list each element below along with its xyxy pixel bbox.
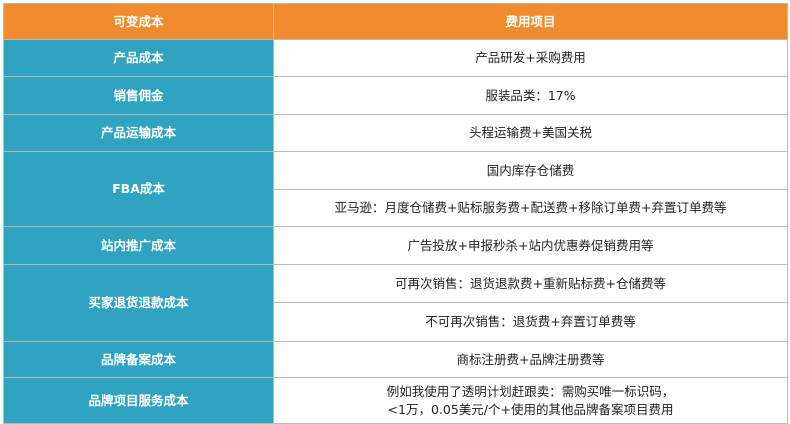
table-row: 产品成本 产品研发+采购费用 [3, 39, 788, 77]
cost-item-line: <1万，0.05美元/个+使用的其他品牌备案项目费用 [387, 401, 674, 417]
cost-item: 广告投放+申报秒杀+站内优惠券促销费用等 [273, 226, 788, 265]
header-variable-cost: 可变成本 [3, 3, 274, 40]
cost-item: 商标注册费+品牌注册费等 [273, 341, 788, 378]
cost-item: 产品研发+采购费用 [273, 39, 788, 77]
category-onsite-promotion-cost: 站内推广成本 [3, 226, 274, 265]
category-sales-commission: 销售佣金 [3, 76, 274, 115]
variable-cost-table: 可变成本 费用项目 产品成本 产品研发+采购费用 销售佣金 服装品类：17% 产… [3, 3, 788, 424]
table-row: 品牌项目服务成本 例如我使用了透明计划赶跟卖：需购买唯一标识码， <1万，0.0… [3, 377, 788, 424]
cost-item: 国内库存仓储费 [273, 151, 788, 190]
table-row: 销售佣金 服装品类：17% [3, 76, 788, 115]
cost-item-multiline: 例如我使用了透明计划赶跟卖：需购买唯一标识码， <1万，0.05美元/个+使用的… [273, 377, 788, 424]
cost-item: 亚马逊：月度仓储费+贴标服务费+配送费+移除订单费+弃置订单费等 [273, 189, 788, 227]
category-brand-registry-cost: 品牌备案成本 [3, 341, 274, 378]
table-row: 买家退货退款成本 可再次销售：退货退款费+重新贴标费+仓储费等 [3, 264, 788, 342]
category-brand-service-cost: 品牌项目服务成本 [3, 377, 274, 424]
table-row: 品牌备案成本 商标注册费+品牌注册费等 [3, 341, 788, 378]
cost-item-line: 例如我使用了透明计划赶跟卖：需购买唯一标识码， [386, 383, 675, 399]
table-row: 产品运输成本 头程运输费+美国关税 [3, 114, 788, 152]
table-header-row: 可变成本 费用项目 [3, 3, 788, 40]
header-cost-items: 费用项目 [273, 3, 788, 40]
table-row: FBA成本 国内库存仓储费 [3, 151, 788, 227]
cost-item: 可再次销售：退货退款费+重新贴标费+仓储费等 [273, 264, 788, 303]
category-fba-cost: FBA成本 [3, 151, 274, 227]
cost-item: 头程运输费+美国关税 [273, 114, 788, 152]
category-product-cost: 产品成本 [3, 39, 274, 77]
table-row: 亚马逊：月度仓储费+贴标服务费+配送费+移除订单费+弃置订单费等 [4, 189, 788, 227]
table-row: 站内推广成本 广告投放+申报秒杀+站内优惠券促销费用等 [3, 226, 788, 265]
cost-item: 不可再次销售：退货费+弃置订单费等 [273, 302, 788, 342]
category-shipping-cost: 产品运输成本 [3, 114, 274, 152]
cost-item: 服装品类：17% [273, 76, 788, 115]
category-return-refund-cost: 买家退货退款成本 [3, 264, 274, 342]
table-row: 不可再次销售：退货费+弃置订单费等 [4, 302, 788, 342]
